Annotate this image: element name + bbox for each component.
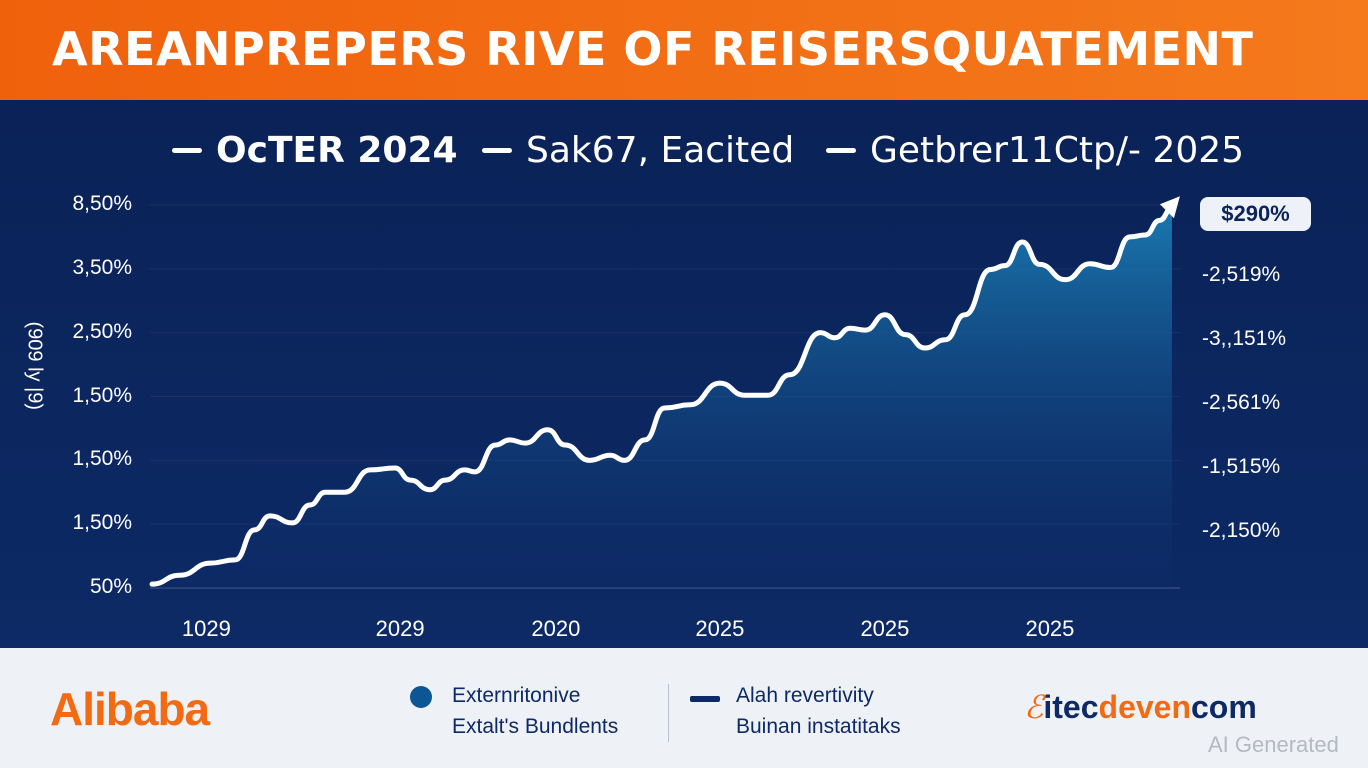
y-tick-label: 50%	[89, 575, 132, 598]
footer-legend-2-line2: Buinan instatitaks	[736, 715, 901, 738]
series-line	[149, 205, 1175, 587]
partner-logo: ℰitecdevencom	[1024, 688, 1257, 726]
legend-swatch	[826, 148, 856, 153]
y-tick-label: 1,50%	[72, 447, 132, 471]
chart-title: AREANPREPERS RIVE OF REISERSQUATEMENT	[52, 22, 1254, 76]
x-tick-label: 2025	[695, 616, 745, 641]
footer-legend-1-line1: Externritonive	[452, 684, 581, 707]
x-tick-label: 1029	[181, 616, 231, 641]
y-tick-label: 2,50%	[72, 319, 132, 343]
legend-item-2: Sak67, Eacited	[482, 130, 794, 171]
area-fill	[152, 208, 1172, 589]
y-tick-label: 3,50%	[72, 255, 132, 279]
right-tick-label: -2,519%	[1202, 263, 1281, 286]
watermark: AI Generated	[1208, 732, 1339, 757]
alibaba-logo: Alibaba	[50, 683, 210, 735]
right-tick-label: -2,561%	[1202, 391, 1281, 414]
x-tick-label: 2025	[860, 616, 910, 641]
logo-part: deven	[1098, 689, 1191, 725]
legend-label: OcTER 2024	[216, 130, 458, 171]
logo-mark: ℰ	[1024, 688, 1044, 726]
legend-item-3: Getbrer11Ctp/- 2025	[826, 130, 1244, 171]
divider	[668, 684, 669, 742]
x-tick-label: 2025	[1025, 616, 1075, 641]
legend-label: Getbrer11Ctp/- 2025	[870, 130, 1245, 171]
x-tick-label: 2020	[531, 616, 581, 641]
y-tick-label: 1,50%	[72, 383, 132, 407]
x-tick-label: 2029	[375, 616, 425, 641]
legend-dot-icon	[410, 686, 432, 708]
logo-part: itec	[1043, 689, 1099, 725]
legend-swatch	[482, 148, 512, 153]
y-tick-label: 1,50%	[72, 511, 132, 535]
end-value-badge: $290%	[1200, 197, 1311, 231]
legend-dash-icon	[690, 696, 720, 702]
arrow-head-icon	[1159, 196, 1180, 219]
legend-swatch	[172, 148, 202, 153]
right-tick-label: -1,515%	[1202, 455, 1281, 478]
footer: Alibaba Externritonive Extalt's Bundlent…	[0, 648, 1368, 768]
legend-item-1: OcTER 2024	[172, 130, 458, 171]
y-tick-label: 8,50%	[72, 192, 132, 215]
right-tick-label: -3,,151%	[1202, 327, 1287, 350]
footer-legend-2-line1: Alah revertivity	[736, 684, 874, 707]
footer-legend-1-line2: Extalt's Bundlents	[452, 715, 619, 738]
title-banner: AREANPREPERS RIVE OF REISERSQUATEMENT	[0, 0, 1368, 100]
legend-label: Sak67, Eacited	[526, 130, 795, 171]
logo-part: com	[1191, 689, 1257, 725]
right-tick-label: -2,150%	[1202, 519, 1281, 542]
